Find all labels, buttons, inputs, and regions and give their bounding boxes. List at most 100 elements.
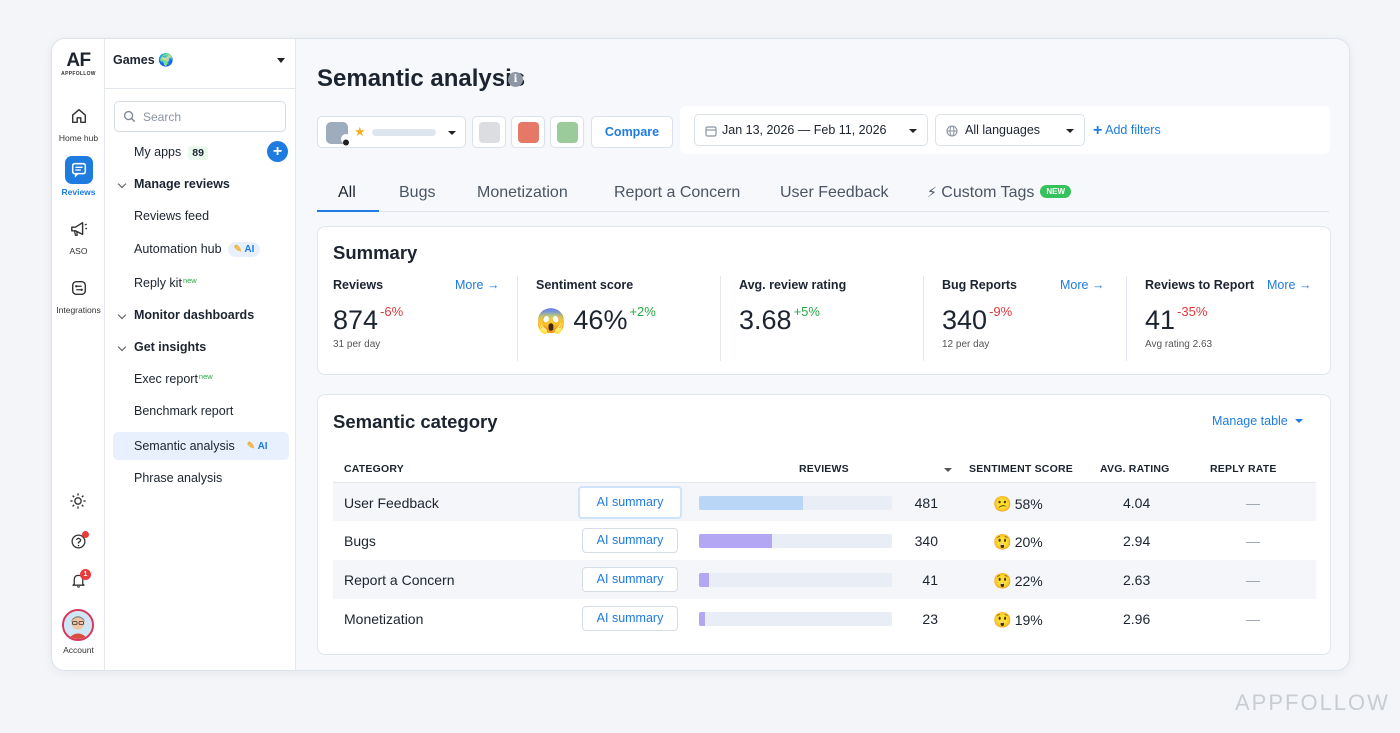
sparkle-icon: ✎ (233, 244, 242, 255)
compare-slot-3[interactable] (550, 116, 584, 148)
rail-aso[interactable]: ASO (52, 215, 105, 256)
sidebar-item-exec-report[interactable]: Exec reportnew (134, 372, 213, 386)
metric-value: 340 -9% (942, 304, 1012, 336)
app-window: AF APPFOLLOW Home hub Reviews ASO (51, 38, 1350, 671)
metric-sub: Avg rating 2.63 (1145, 339, 1213, 350)
divider (923, 276, 924, 361)
column-header-category[interactable]: CATEGORY (344, 463, 404, 475)
ai-summary-button[interactable]: AI summary (582, 528, 678, 553)
more-link[interactable]: More → (1267, 278, 1312, 292)
tab-all[interactable]: All (338, 184, 356, 201)
icon-rail: AF APPFOLLOW Home hub Reviews ASO (52, 39, 105, 670)
column-header-avg-rating[interactable]: AVG. RATING (1100, 463, 1170, 475)
manage-table-button[interactable]: Manage table (1212, 414, 1304, 428)
appfollow-watermark: APPFOLLOW (1235, 690, 1390, 715)
value-text: 41 (1145, 305, 1176, 335)
add-filters-label: Add filters (1105, 123, 1161, 137)
category-cell: User Feedback (344, 495, 439, 511)
divider (517, 276, 518, 361)
section-get-insights[interactable]: Get insights (117, 340, 206, 354)
reply-rate-cell: — (1246, 495, 1260, 511)
section-label: Monitor dashboards (134, 308, 255, 322)
metric-bug-reports: Bug Reports More → 340 -9% 12 per day (942, 276, 1112, 361)
avatar[interactable] (62, 609, 94, 641)
metric-reviews: Reviews More → 874 -6% 31 per day (333, 276, 503, 361)
category-tabs: All Bugs Monetization Report a Concern U… (317, 184, 1329, 212)
more-link[interactable]: More → (1060, 278, 1105, 292)
info-icon[interactable]: i (508, 72, 523, 87)
theme-toggle[interactable] (64, 487, 92, 515)
compare-button[interactable]: Compare (591, 116, 673, 148)
more-link[interactable]: More → (455, 278, 500, 292)
reply-rate-cell: — (1246, 572, 1260, 588)
rail-integrations[interactable]: Integrations (52, 274, 105, 315)
rail-home-hub[interactable]: Home hub (52, 102, 105, 143)
ai-summary-button[interactable]: AI summary (578, 486, 682, 519)
sidebar-item-reply-kit[interactable]: Reply kitnew (134, 276, 197, 290)
add-filters-button[interactable]: + Add filters (1093, 122, 1161, 140)
table-row[interactable]: Report a Concern AI summary 41 😲 22% 2.63 — (333, 560, 1316, 599)
active-item-highlight (113, 432, 289, 460)
chevron-down-icon (448, 131, 456, 135)
column-header-reviews[interactable]: REVIEWS (799, 463, 849, 475)
appfollow-logo[interactable]: AF APPFOLLOW (52, 51, 105, 78)
manage-table-label: Manage table (1212, 414, 1288, 428)
tab-report-a-concern[interactable]: Report a Concern (614, 184, 741, 201)
sidebar-item-automation-hub[interactable]: Automation hub ✎ AI (134, 242, 261, 257)
help-button[interactable] (64, 527, 92, 555)
column-header-sentiment[interactable]: SENTIMENT SCORE (969, 463, 1073, 475)
ai-summary-button[interactable]: AI summary (582, 606, 678, 631)
help-icon (70, 533, 86, 549)
app-name-placeholder (372, 129, 436, 136)
sort-desc-icon[interactable] (944, 468, 952, 472)
new-tag: new (182, 276, 197, 285)
sidebar-item-benchmark-report[interactable]: Benchmark report (134, 404, 234, 418)
calendar-icon (705, 126, 717, 137)
more-text: More (1060, 278, 1089, 292)
tab-custom-tags[interactable]: ⚡︎ Custom Tags NEW (927, 184, 1072, 202)
ai-badge: ✎ AI (227, 242, 261, 257)
metric-delta: -9% (989, 304, 1013, 319)
sidebar-item-my-apps[interactable]: My apps 89 (134, 145, 208, 160)
divider (105, 88, 296, 89)
workspace-selector[interactable]: Games 🌍 (113, 53, 289, 73)
compare-slot-2[interactable] (511, 116, 545, 148)
avg-rating-cell: 4.04 (1123, 495, 1151, 511)
add-app-button[interactable]: + (267, 141, 288, 162)
tab-bugs[interactable]: Bugs (399, 184, 436, 201)
face-emoji-icon: 😲 (993, 612, 1012, 629)
metric-delta: +5% (793, 304, 820, 319)
section-monitor-dashboards[interactable]: Monitor dashboards (117, 308, 255, 322)
notifications-button[interactable]: 1 (64, 566, 92, 594)
search-input[interactable]: Search (114, 101, 286, 132)
date-range-picker[interactable]: Jan 13, 2026 — Feb 11, 2026 (694, 114, 928, 146)
sparkle-icon: ✎ (246, 441, 256, 452)
account-label: Account (63, 645, 94, 655)
category-cell: Bugs (344, 533, 376, 549)
rail-reviews[interactable]: Reviews (52, 156, 105, 197)
face-emoji-icon: 😲 (993, 573, 1012, 590)
metric-delta: -35% (1177, 304, 1208, 319)
section-manage-reviews[interactable]: Manage reviews (117, 177, 230, 191)
app-swatch (557, 122, 578, 143)
app-swatch (479, 122, 500, 143)
chevron-down-icon (1066, 129, 1074, 133)
language-select[interactable]: All languages (935, 114, 1085, 146)
table-row[interactable]: User Feedback AI summary 481 😕 58% 4.04 — (333, 482, 1316, 521)
app-swatch (518, 122, 539, 143)
ai-summary-button[interactable]: AI summary (582, 567, 678, 592)
reply-rate-cell: — (1246, 533, 1260, 549)
table-row[interactable]: Bugs AI summary 340 😲 20% 2.94 — (333, 521, 1316, 560)
compare-slot-1[interactable] (472, 116, 506, 148)
app-selector[interactable]: ★ (317, 116, 466, 148)
reply-kit-label: Reply kit (134, 276, 182, 290)
sidebar-item-reviews-feed[interactable]: Reviews feed (134, 209, 210, 223)
tab-monetization[interactable]: Monetization (477, 184, 568, 201)
column-header-reply-rate[interactable]: REPLY RATE (1210, 463, 1277, 475)
table-row[interactable]: Monetization AI summary 23 😲 19% 2.96 — (333, 599, 1316, 638)
sentiment-cell: 😲 20% (993, 533, 1043, 551)
sidebar-item-phrase-analysis[interactable]: Phrase analysis (134, 471, 223, 485)
metric-label: Reviews (333, 278, 384, 292)
sidebar-item-semantic-analysis[interactable]: Semantic analysis ✎ AI (134, 439, 274, 454)
tab-user-feedback[interactable]: User Feedback (780, 184, 889, 201)
